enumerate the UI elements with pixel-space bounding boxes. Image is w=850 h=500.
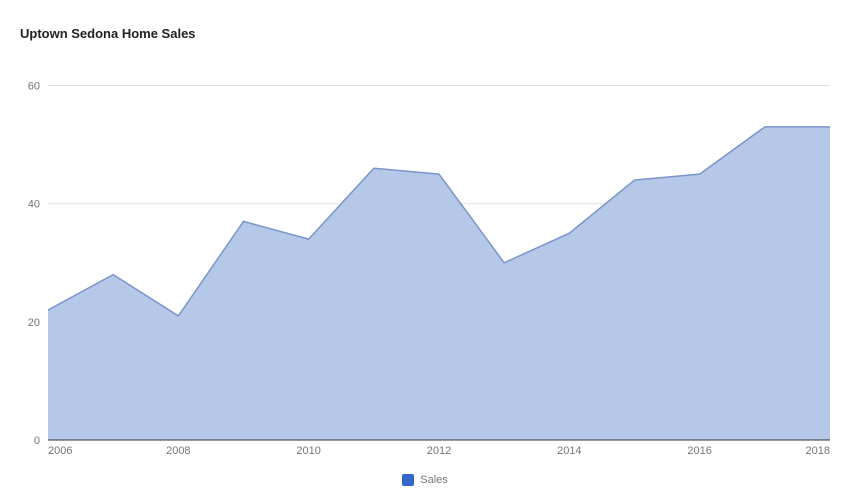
legend-swatch (402, 474, 414, 486)
svg-text:0: 0 (34, 435, 40, 447)
legend-label: Sales (420, 474, 448, 486)
chart-title: Uptown Sedona Home Sales (20, 26, 196, 41)
svg-text:2012: 2012 (427, 445, 451, 457)
svg-text:2010: 2010 (296, 445, 320, 457)
svg-text:20: 20 (28, 317, 40, 329)
svg-text:40: 40 (28, 199, 40, 211)
svg-text:2006: 2006 (48, 445, 72, 457)
svg-text:60: 60 (28, 81, 40, 93)
svg-text:2016: 2016 (687, 445, 711, 457)
legend: Sales (0, 474, 850, 486)
chart-container: Uptown Sedona Home Sales 020406020062008… (0, 0, 850, 500)
svg-text:2008: 2008 (166, 445, 190, 457)
svg-text:2014: 2014 (557, 445, 581, 457)
area-chart-svg: 02040602006200820102012201420162018 (48, 56, 830, 440)
plot-area: 02040602006200820102012201420162018 (48, 56, 830, 440)
svg-text:2018: 2018 (806, 445, 830, 457)
